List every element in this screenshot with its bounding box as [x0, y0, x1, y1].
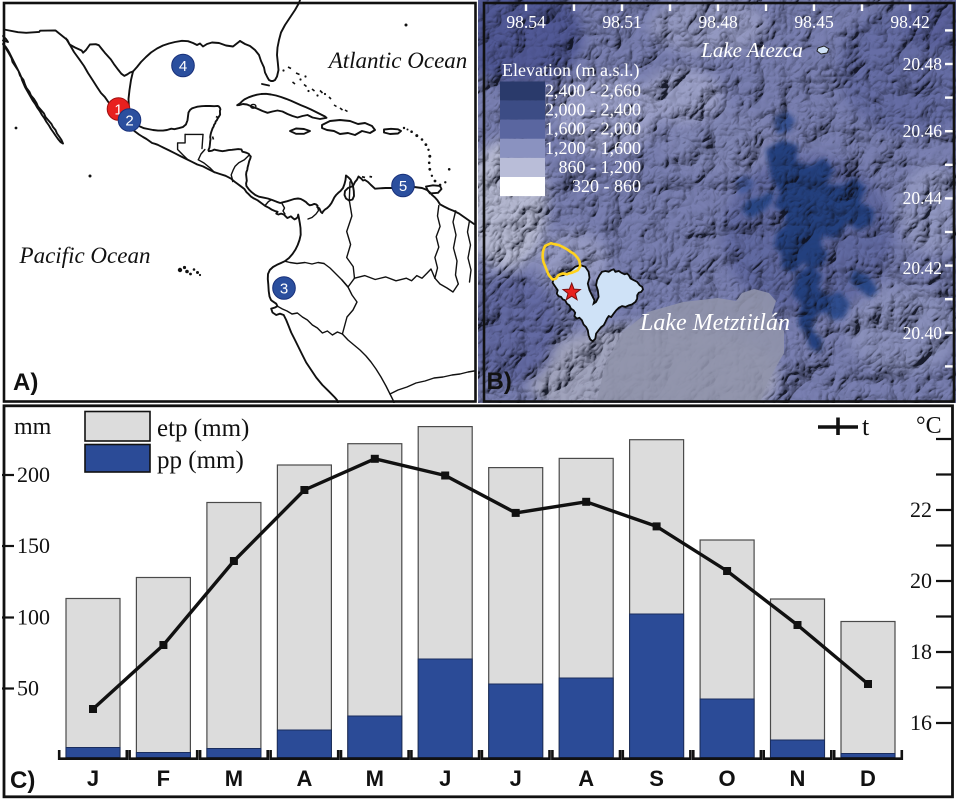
- svg-text:Lake Atezca: Lake Atezca: [700, 38, 803, 62]
- svg-text:20.48: 20.48: [903, 54, 943, 74]
- svg-text:98.42: 98.42: [890, 12, 929, 32]
- svg-text:20.42: 20.42: [903, 258, 942, 278]
- svg-text:100: 100: [17, 605, 50, 630]
- svg-text:pp (mm): pp (mm): [157, 447, 244, 474]
- svg-text:A: A: [578, 766, 594, 791]
- svg-text:O: O: [719, 766, 736, 791]
- svg-text:5: 5: [399, 178, 407, 195]
- svg-text:860 - 1,200: 860 - 1,200: [559, 157, 642, 177]
- svg-text:Lake Metztitlán: Lake Metztitlán: [639, 310, 790, 336]
- svg-text:1,200 - 1,600: 1,200 - 1,600: [545, 138, 641, 158]
- svg-text:3: 3: [280, 280, 288, 297]
- svg-text:1: 1: [114, 101, 122, 118]
- svg-text:20: 20: [910, 568, 932, 593]
- svg-text:2: 2: [125, 112, 133, 129]
- svg-text:4: 4: [179, 58, 187, 75]
- svg-text:J: J: [510, 766, 522, 791]
- svg-text:1,600 - 2,000: 1,600 - 2,000: [545, 119, 641, 139]
- svg-text:98.45: 98.45: [794, 12, 834, 32]
- svg-text:22: 22: [910, 497, 932, 522]
- svg-text:Elevation (m a.s.l.): Elevation (m a.s.l.): [502, 60, 639, 81]
- svg-text:50: 50: [17, 676, 39, 701]
- svg-text:A: A: [296, 766, 312, 791]
- svg-text:2,000 - 2,400: 2,000 - 2,400: [545, 100, 641, 120]
- svg-text:2,400 - 2,660: 2,400 - 2,660: [545, 81, 641, 101]
- svg-text:Atlantic Ocean: Atlantic Ocean: [327, 48, 468, 73]
- svg-text:M: M: [366, 766, 384, 791]
- svg-text:F: F: [157, 766, 170, 791]
- svg-text:A): A): [13, 369, 38, 396]
- svg-text:200: 200: [17, 462, 50, 487]
- svg-text:etp (mm): etp (mm): [157, 415, 249, 442]
- svg-text:mm: mm: [14, 414, 52, 440]
- svg-text:320 - 860: 320 - 860: [572, 176, 641, 196]
- svg-text:150: 150: [17, 533, 50, 558]
- svg-text:°C: °C: [916, 413, 942, 439]
- svg-text:98.51: 98.51: [602, 12, 641, 32]
- svg-text:J: J: [439, 766, 451, 791]
- svg-text:Pacific Ocean: Pacific Ocean: [19, 243, 151, 268]
- svg-text:D: D: [860, 766, 876, 791]
- svg-text:20.44: 20.44: [903, 188, 943, 208]
- svg-text:98.54: 98.54: [506, 12, 546, 32]
- svg-text:M: M: [225, 766, 243, 791]
- svg-text:16: 16: [910, 710, 932, 735]
- svg-text:20.40: 20.40: [903, 323, 943, 343]
- svg-text:J: J: [87, 766, 99, 791]
- svg-text:C): C): [10, 767, 35, 794]
- svg-text:98.48: 98.48: [698, 12, 738, 32]
- svg-text:N: N: [790, 766, 806, 791]
- svg-text:S: S: [649, 766, 664, 791]
- svg-text:t: t: [862, 412, 870, 441]
- svg-text:20.46: 20.46: [903, 121, 943, 141]
- svg-text:B): B): [487, 368, 512, 395]
- svg-text:18: 18: [910, 639, 932, 664]
